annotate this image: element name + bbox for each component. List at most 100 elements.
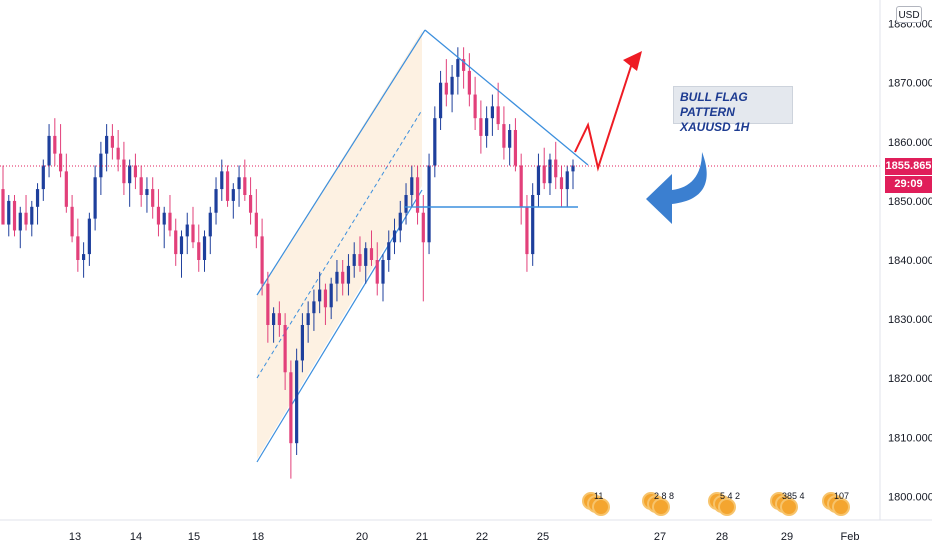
candle-body [485,118,489,136]
candle-body [99,153,103,178]
candle-body [254,212,258,237]
y-tick-label: 1850.000 [888,196,932,208]
candle-body [496,106,500,125]
candle-body [467,70,471,95]
event-count: 5 4 2 [720,491,741,501]
pattern-overlays [0,29,880,224]
candle-body [145,189,149,195]
candle-body [531,195,535,255]
candle-body [479,118,483,136]
x-tick-label: 25 [537,531,549,543]
bar-countdown-label: 29:09 [885,176,932,193]
candle-body [306,313,310,325]
candle-body [231,189,235,201]
price-axis[interactable]: 1800.000 1810.000 1820.000 1830.000 1840.000… [879,0,932,520]
candle-body [214,189,218,213]
candle-body [35,189,40,207]
candle-body [174,230,178,255]
candle-body [404,195,408,213]
x-tick-label: 28 [716,531,728,543]
candle-body [248,195,253,213]
bullish-projection-path [574,56,635,172]
y-tick-label: 1830.000 [888,314,932,326]
candle-body [116,147,120,160]
candle-body [179,236,184,255]
candle-body [352,254,356,266]
candle-body [243,177,247,195]
candle-body [358,254,362,266]
candle-body [225,171,230,201]
candle-body [438,82,443,119]
projection-arrowhead [623,51,642,71]
x-tick-label: 13 [69,531,81,543]
event-count: 2 8 8 [654,491,675,501]
x-tick-label: Feb [841,531,860,543]
candle-body [82,254,86,260]
candle-body [70,206,74,237]
candle-body [456,59,460,77]
candle-body [346,265,351,284]
candle-body [571,165,575,172]
candle-body [128,165,132,184]
candle-body [392,230,397,243]
x-tick-label: 15 [188,531,200,543]
candle-body [364,248,368,266]
candle-body [24,212,28,225]
candle-body [323,289,328,308]
candle-body [341,271,345,284]
candle-body [369,248,374,260]
candle-body [375,260,379,284]
pattern-annotation[interactable]: BULL FLAG PATTERN XAUUSD 1H [673,86,793,134]
candle-body [554,159,558,178]
candle-body [548,159,552,184]
time-axis[interactable]: 13 14 15 18 20 21 22 25 27 28 29 Feb [0,519,932,543]
candle-body [18,212,22,231]
candle-body [76,236,80,260]
candle-body [462,59,466,71]
candle-body [151,189,155,207]
candle-body [289,372,293,444]
candle-body [266,283,270,325]
candle-body [415,177,420,213]
flag-badge-icon [652,498,670,516]
rising-channel [256,29,426,463]
x-tick-label: 14 [130,531,142,543]
candle-body [519,165,523,207]
candle-body [202,236,207,260]
candle-body [312,301,316,314]
y-tick-label: 1870.000 [888,78,932,90]
candle-body [450,76,454,95]
flag-badge-icon [592,498,610,516]
candle-body [220,171,224,190]
annotation-line-2: XAUUSD 1H [680,120,750,134]
candle-body [473,94,477,119]
y-tick-label: 1840.000 [888,255,932,267]
candle-body [1,189,5,225]
channel-fill [257,31,422,459]
candle-body [502,124,506,148]
candle-body [7,200,11,225]
currency-badge[interactable]: USD [896,6,922,23]
flag-descending-line [424,29,589,166]
candle-body [283,325,287,373]
candle-body [58,153,63,172]
candle-body [185,224,189,237]
candle-body [300,325,304,361]
x-tick-label: 22 [476,531,488,543]
candle-body [444,82,448,95]
candle-body [508,130,512,148]
candle-body [536,165,541,195]
candle-body [191,224,195,243]
candle-body [64,171,68,207]
candle-body [513,130,518,166]
candle-body [93,177,97,219]
candle-body [139,177,143,195]
candle-body [490,106,494,119]
candle-body [260,236,264,284]
candle-body [12,200,17,231]
candle-body [381,260,385,284]
candle-body [387,242,391,260]
y-tick-label: 1810.000 [888,432,932,444]
candle-body [318,289,322,302]
